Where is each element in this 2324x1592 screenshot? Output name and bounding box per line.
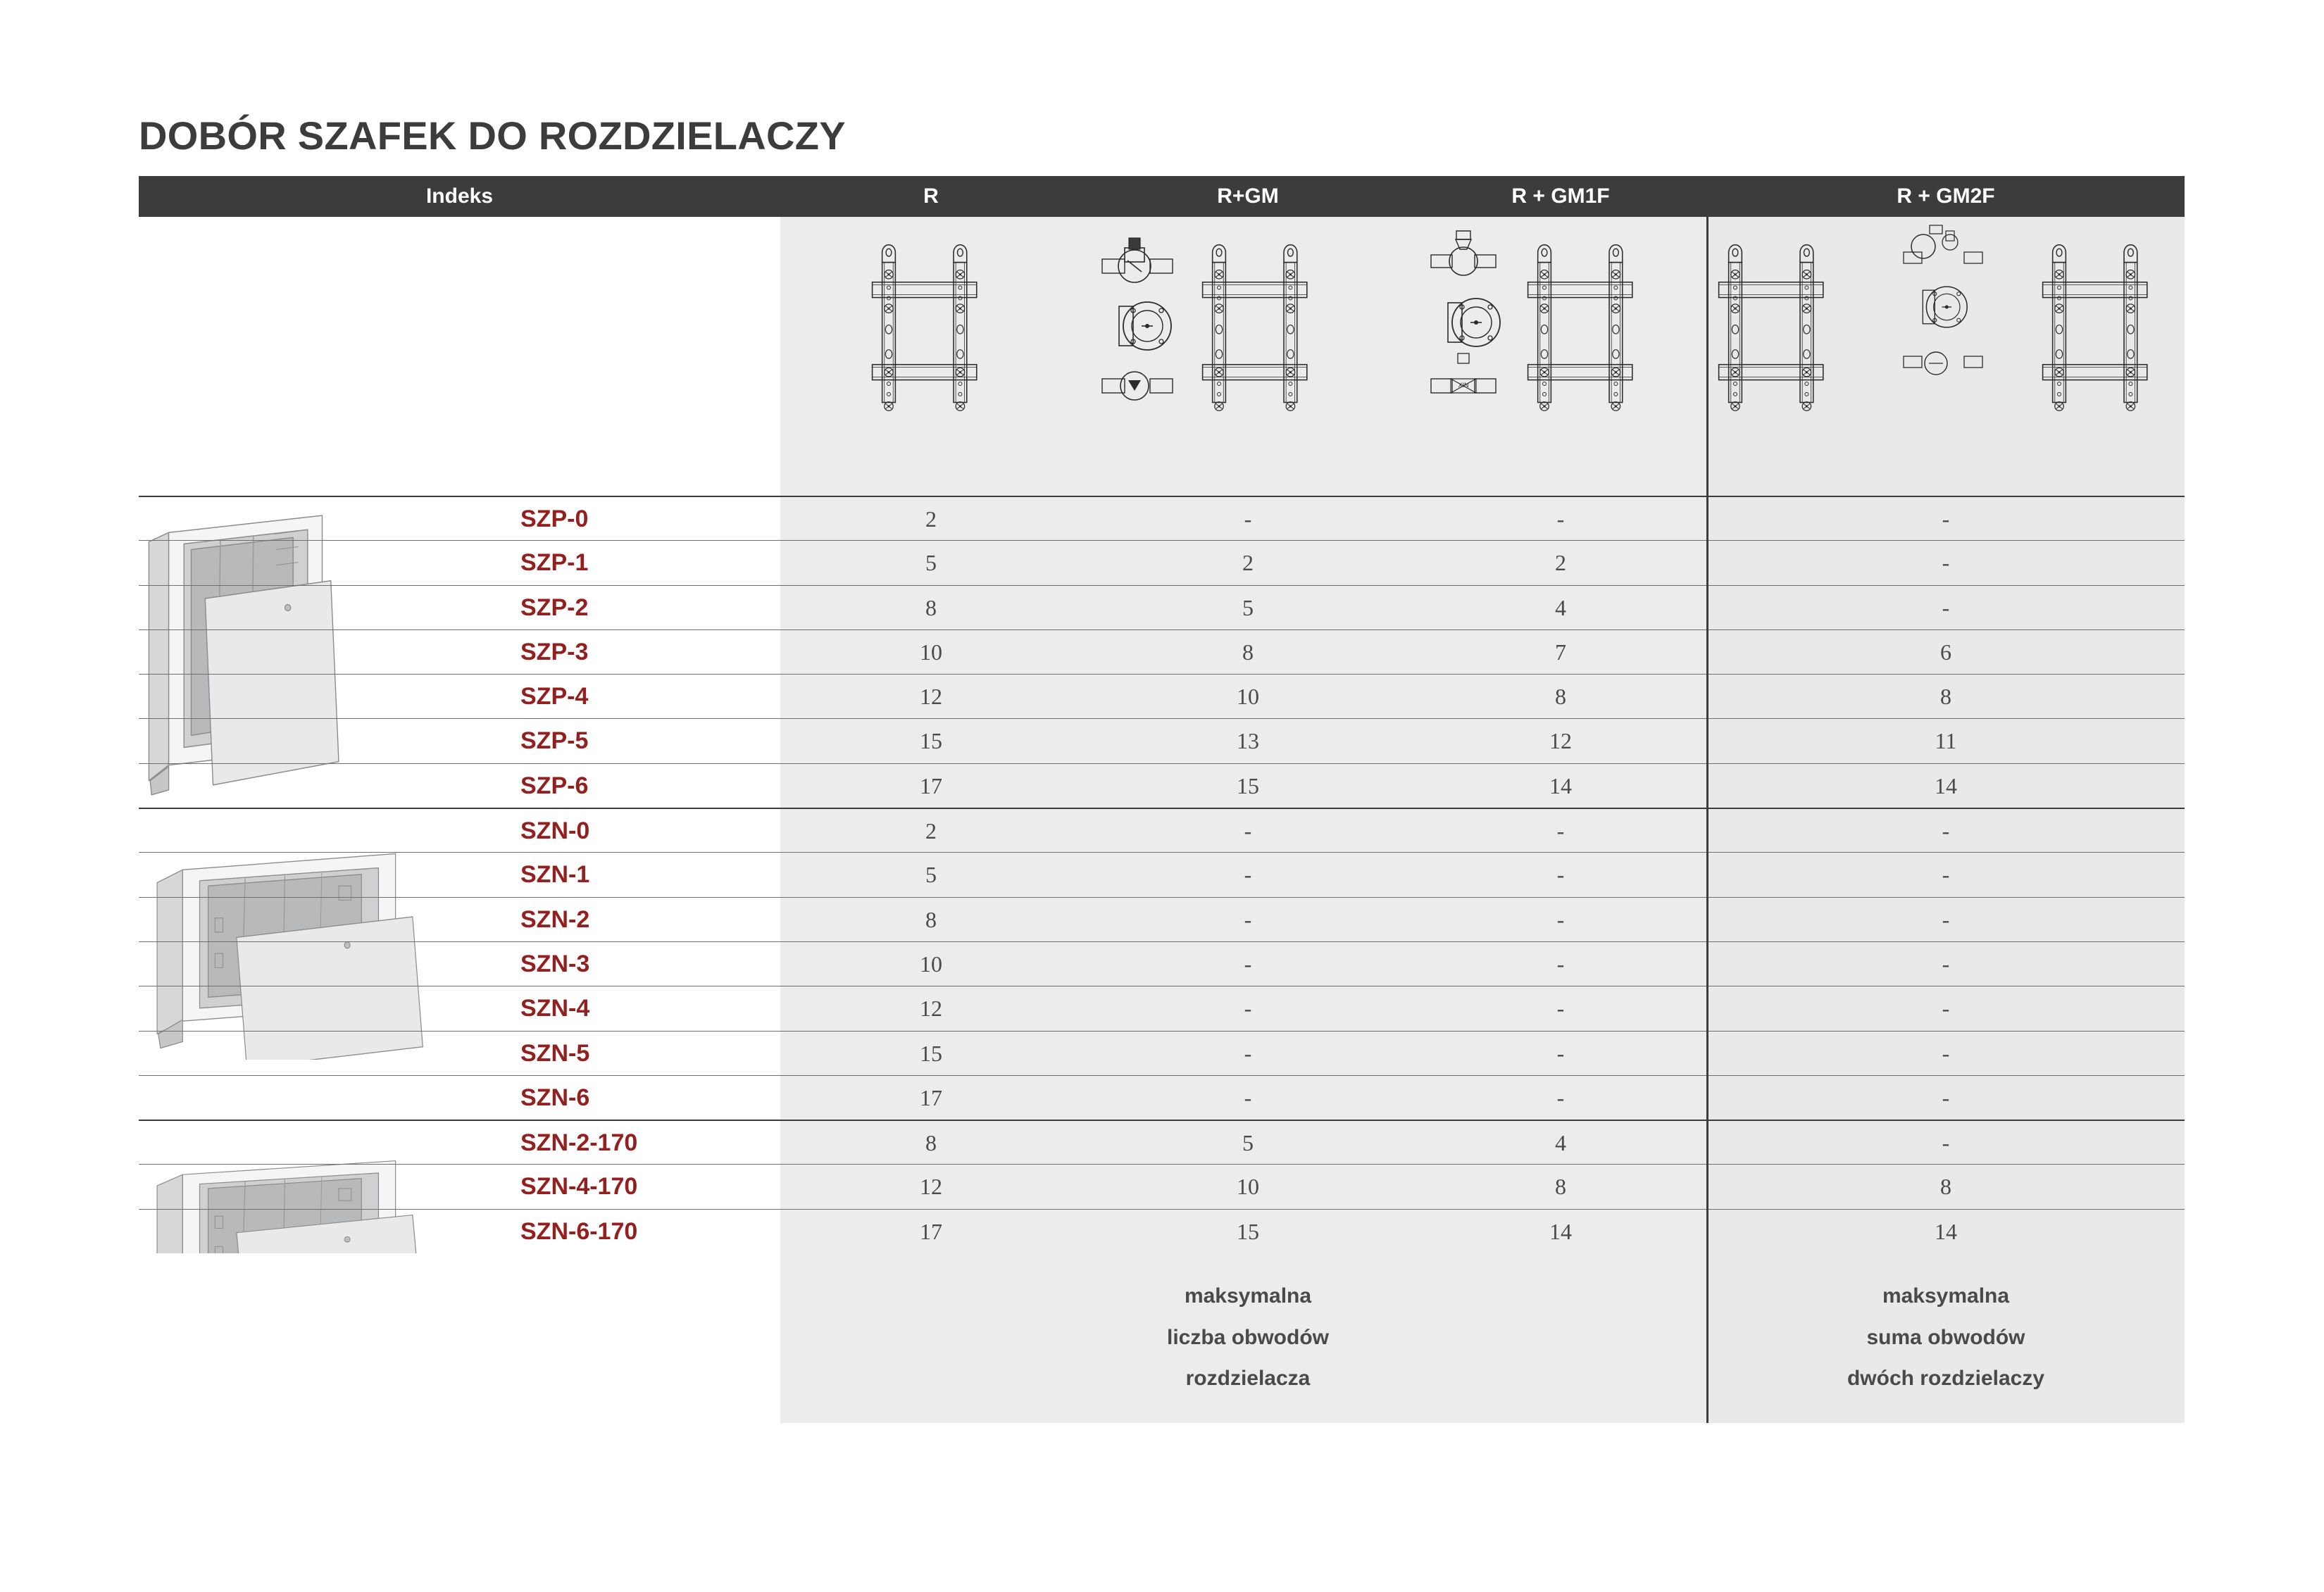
svg-text:XIN: XIN <box>1458 382 1468 389</box>
